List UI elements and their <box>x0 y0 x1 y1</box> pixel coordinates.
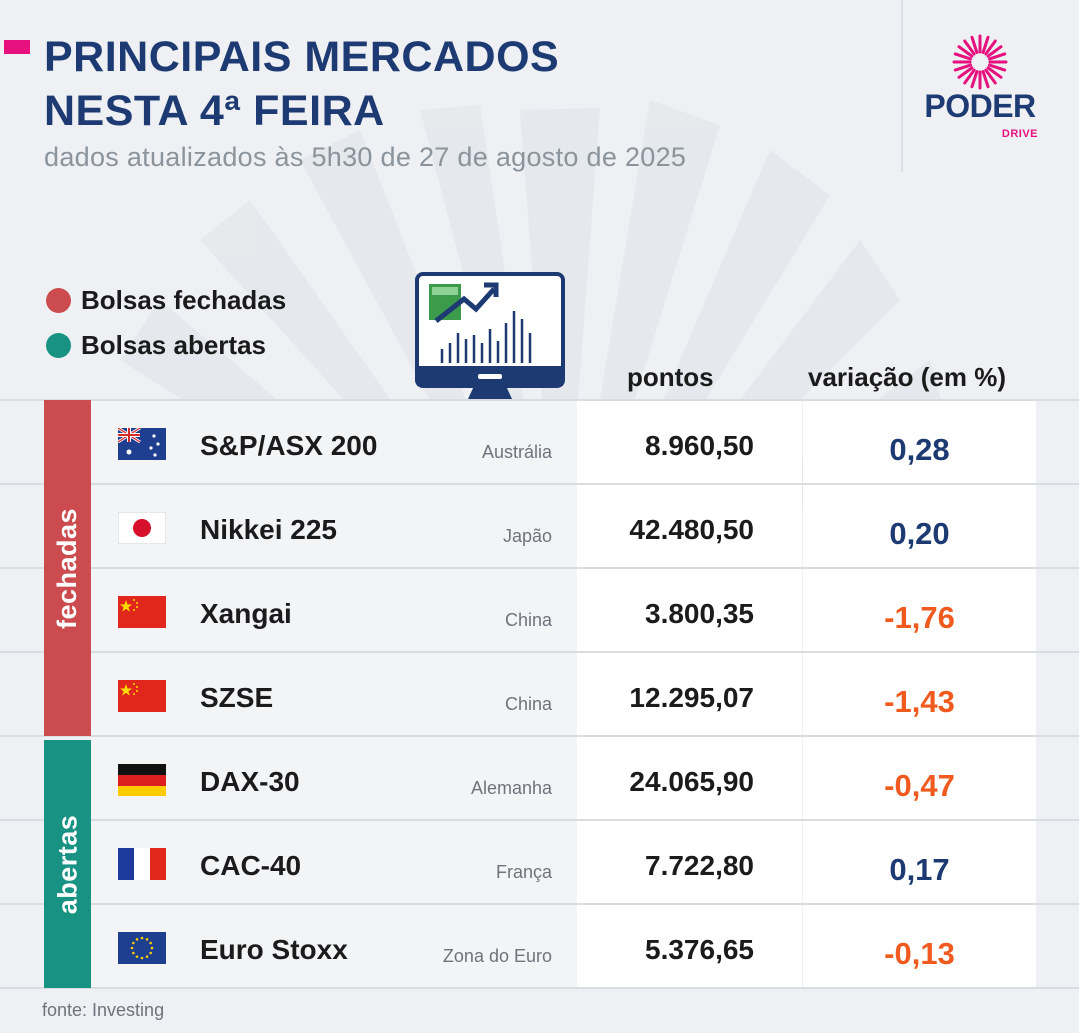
variation-value: 0,28 <box>889 432 950 467</box>
row-background <box>91 820 577 904</box>
points-value: 3.800,35 <box>645 598 754 629</box>
country-label: França <box>495 862 552 882</box>
table-row: DAX-30 Alemanha 24.065,90 -0,47 <box>0 736 1079 820</box>
title-line-1: PRINCIPAIS MERCADOS <box>44 33 560 81</box>
row-divider <box>0 903 1079 905</box>
legend-label-open: Bolsas abertas <box>81 330 266 360</box>
logo-divider <box>901 0 903 172</box>
page-subtitle: dados atualizados às 5h30 de 27 de agost… <box>44 142 687 172</box>
points-cell: 8.960,50 <box>577 400 802 484</box>
table-row: CAC-40 França 7.722,80 0,17 <box>0 820 1079 904</box>
variation-value: -0,13 <box>884 936 955 971</box>
australia-flag <box>117 426 166 460</box>
eu-flag <box>118 932 166 964</box>
variation-cell: -0,13 <box>803 904 1036 988</box>
column-header-variation: variação (em %) <box>808 362 1006 392</box>
points-cell: 5.376,65 <box>577 904 802 988</box>
variation-cell: 0,28 <box>803 400 1036 484</box>
points-value: 24.065,90 <box>629 766 754 797</box>
index-name: Nikkei 225 <box>200 514 337 545</box>
points-value: 12.295,07 <box>629 682 754 713</box>
index-name: CAC-40 <box>200 850 302 881</box>
variation-value: -0,47 <box>884 768 955 803</box>
index-name: SZSE <box>200 682 274 713</box>
points-cell: 42.480,50 <box>577 484 802 568</box>
index-name: S&P/ASX 200 <box>200 430 378 461</box>
table-row: Nikkei 225 Japão 42.480,50 0,20 <box>0 484 1079 568</box>
variation-value: 0,17 <box>889 852 950 887</box>
row-background <box>91 904 577 988</box>
table-row: Euro Stoxx Zona do Euro 5.376,65 -0,13 <box>0 904 1079 988</box>
title-line-2: NESTA 4ª FEIRA <box>44 87 385 135</box>
points-cell: 7.722,80 <box>577 820 802 904</box>
index-name: DAX-30 <box>200 766 300 797</box>
variation-cell: -0,47 <box>803 736 1036 820</box>
country-label: China <box>504 610 552 630</box>
country-label: China <box>504 694 552 714</box>
country-label: Austrália <box>481 442 552 462</box>
variation-cell: 0,20 <box>803 484 1036 568</box>
points-value: 42.480,50 <box>629 514 754 545</box>
source-note: fonte: Investing <box>42 1000 165 1020</box>
points-value: 7.722,80 <box>645 850 754 881</box>
germany-flag <box>118 764 166 796</box>
closed-group-bar: fechadas <box>44 400 91 736</box>
country-label: Japão <box>502 526 552 546</box>
table-row: S&P/ASX 200 Austrália 8.960,50 0,28 <box>0 400 1079 484</box>
variation-value: 0,20 <box>889 516 950 551</box>
variation-value: -1,43 <box>884 684 955 719</box>
row-divider <box>0 483 1079 485</box>
row-divider <box>0 399 1079 401</box>
stock-monitor-icon <box>415 272 565 399</box>
poder-drive-logo: PODER DRIVE <box>918 34 1048 144</box>
row-background <box>91 736 577 820</box>
country-label: Zona do Euro <box>442 946 552 966</box>
accent-bar <box>4 40 30 54</box>
legend-label-closed: Bolsas fechadas <box>81 285 287 315</box>
table-row: SZSE China 12.295,07 -1,43 <box>0 652 1079 736</box>
index-name: Xangai <box>200 598 292 629</box>
logo-sub: DRIVE <box>1001 128 1038 140</box>
row-background <box>91 400 577 484</box>
open-dot <box>46 333 71 358</box>
row-background <box>91 484 577 568</box>
row-divider <box>0 567 1079 569</box>
points-cell: 24.065,90 <box>577 736 802 820</box>
logo-name: PODER <box>924 88 1036 124</box>
closed-group-label: fechadas <box>52 507 82 629</box>
row-divider <box>0 735 1079 737</box>
points-cell: 3.800,35 <box>577 568 802 652</box>
table-row: Xangai China 3.800,35 -1,76 <box>0 568 1079 652</box>
legend-item-open: Bolsas abertas <box>46 323 286 368</box>
open-group-bar: abertas <box>44 740 91 988</box>
burst-icon <box>952 34 1008 90</box>
row-divider <box>0 651 1079 653</box>
legend-item-closed: Bolsas fechadas <box>46 278 286 323</box>
row-background <box>91 568 577 652</box>
variation-cell: -1,76 <box>803 568 1036 652</box>
page-title: PRINCIPAIS MERCADOS NESTA 4ª FEIRA <box>44 30 559 138</box>
france-flag <box>118 848 166 880</box>
open-group-label: abertas <box>52 814 82 914</box>
closed-dot <box>46 288 71 313</box>
variation-value: -1,76 <box>884 600 955 635</box>
row-divider <box>0 987 1079 989</box>
country-label: Alemanha <box>470 778 552 798</box>
points-value: 5.376,65 <box>645 934 754 965</box>
japan-flag <box>117 511 167 545</box>
index-name: Euro Stoxx <box>200 934 348 965</box>
row-background <box>91 652 577 736</box>
china-flag <box>118 596 166 628</box>
variation-cell: -1,43 <box>803 652 1036 736</box>
row-divider <box>0 819 1079 821</box>
variation-cell: 0,17 <box>803 820 1036 904</box>
legend: Bolsas fechadas Bolsas abertas <box>46 278 286 368</box>
points-value: 8.960,50 <box>645 430 754 461</box>
points-cell: 12.295,07 <box>577 652 802 736</box>
china-flag <box>118 680 166 712</box>
column-header-points: pontos <box>627 362 714 392</box>
